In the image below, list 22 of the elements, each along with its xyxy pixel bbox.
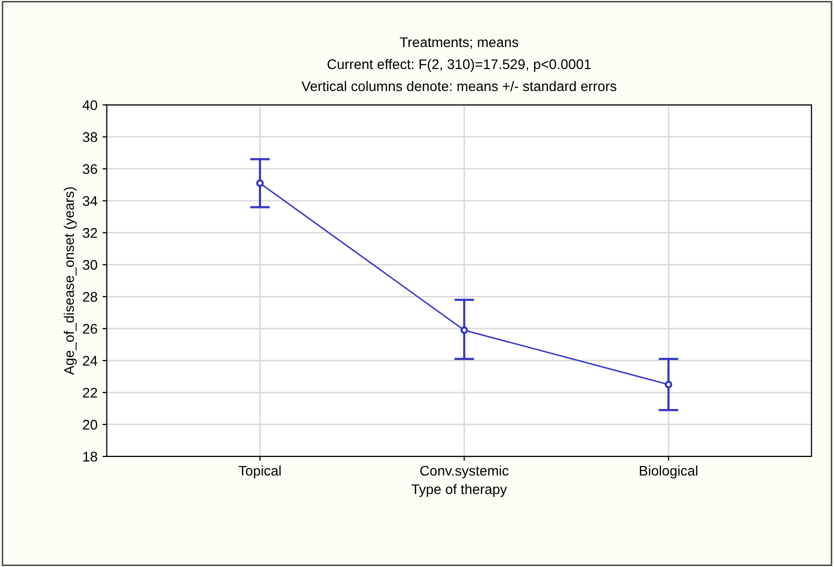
x-tick-label: Topical: [238, 465, 281, 478]
y-tick-label: 36: [82, 164, 98, 174]
y-tick-label: 40: [82, 100, 98, 110]
point: [460, 326, 468, 334]
x-axis-title: Type of therapy: [412, 484, 507, 497]
x-tick-label: Biological: [640, 465, 698, 478]
y-tick-label: 28: [82, 292, 98, 302]
y-tick-label: 20: [82, 420, 98, 430]
y-tick-label: 38: [82, 132, 98, 142]
y-tick-label: 18: [83, 452, 98, 462]
point: [664, 380, 672, 388]
y-tick-label: 24: [82, 356, 98, 366]
y-tick-label: 34: [82, 196, 98, 206]
y-tick-label: 30: [82, 260, 98, 270]
chart-title: Treatments; means: [400, 37, 518, 49]
y-tick-label: 22: [82, 388, 98, 398]
y-tick-label: 26: [82, 324, 98, 334]
x-tick-label: Conv.systemic: [420, 465, 508, 478]
point: [256, 179, 264, 188]
y-tick-label: 32: [82, 228, 98, 238]
chart-subtitle: Current effect: F(2, 310)=17.529, p<0.0001 Vertical columns denote: means +/- standard errors: [302, 58, 616, 92]
y-axis-title: Age_of_disease_onset (years): [64, 187, 77, 375]
